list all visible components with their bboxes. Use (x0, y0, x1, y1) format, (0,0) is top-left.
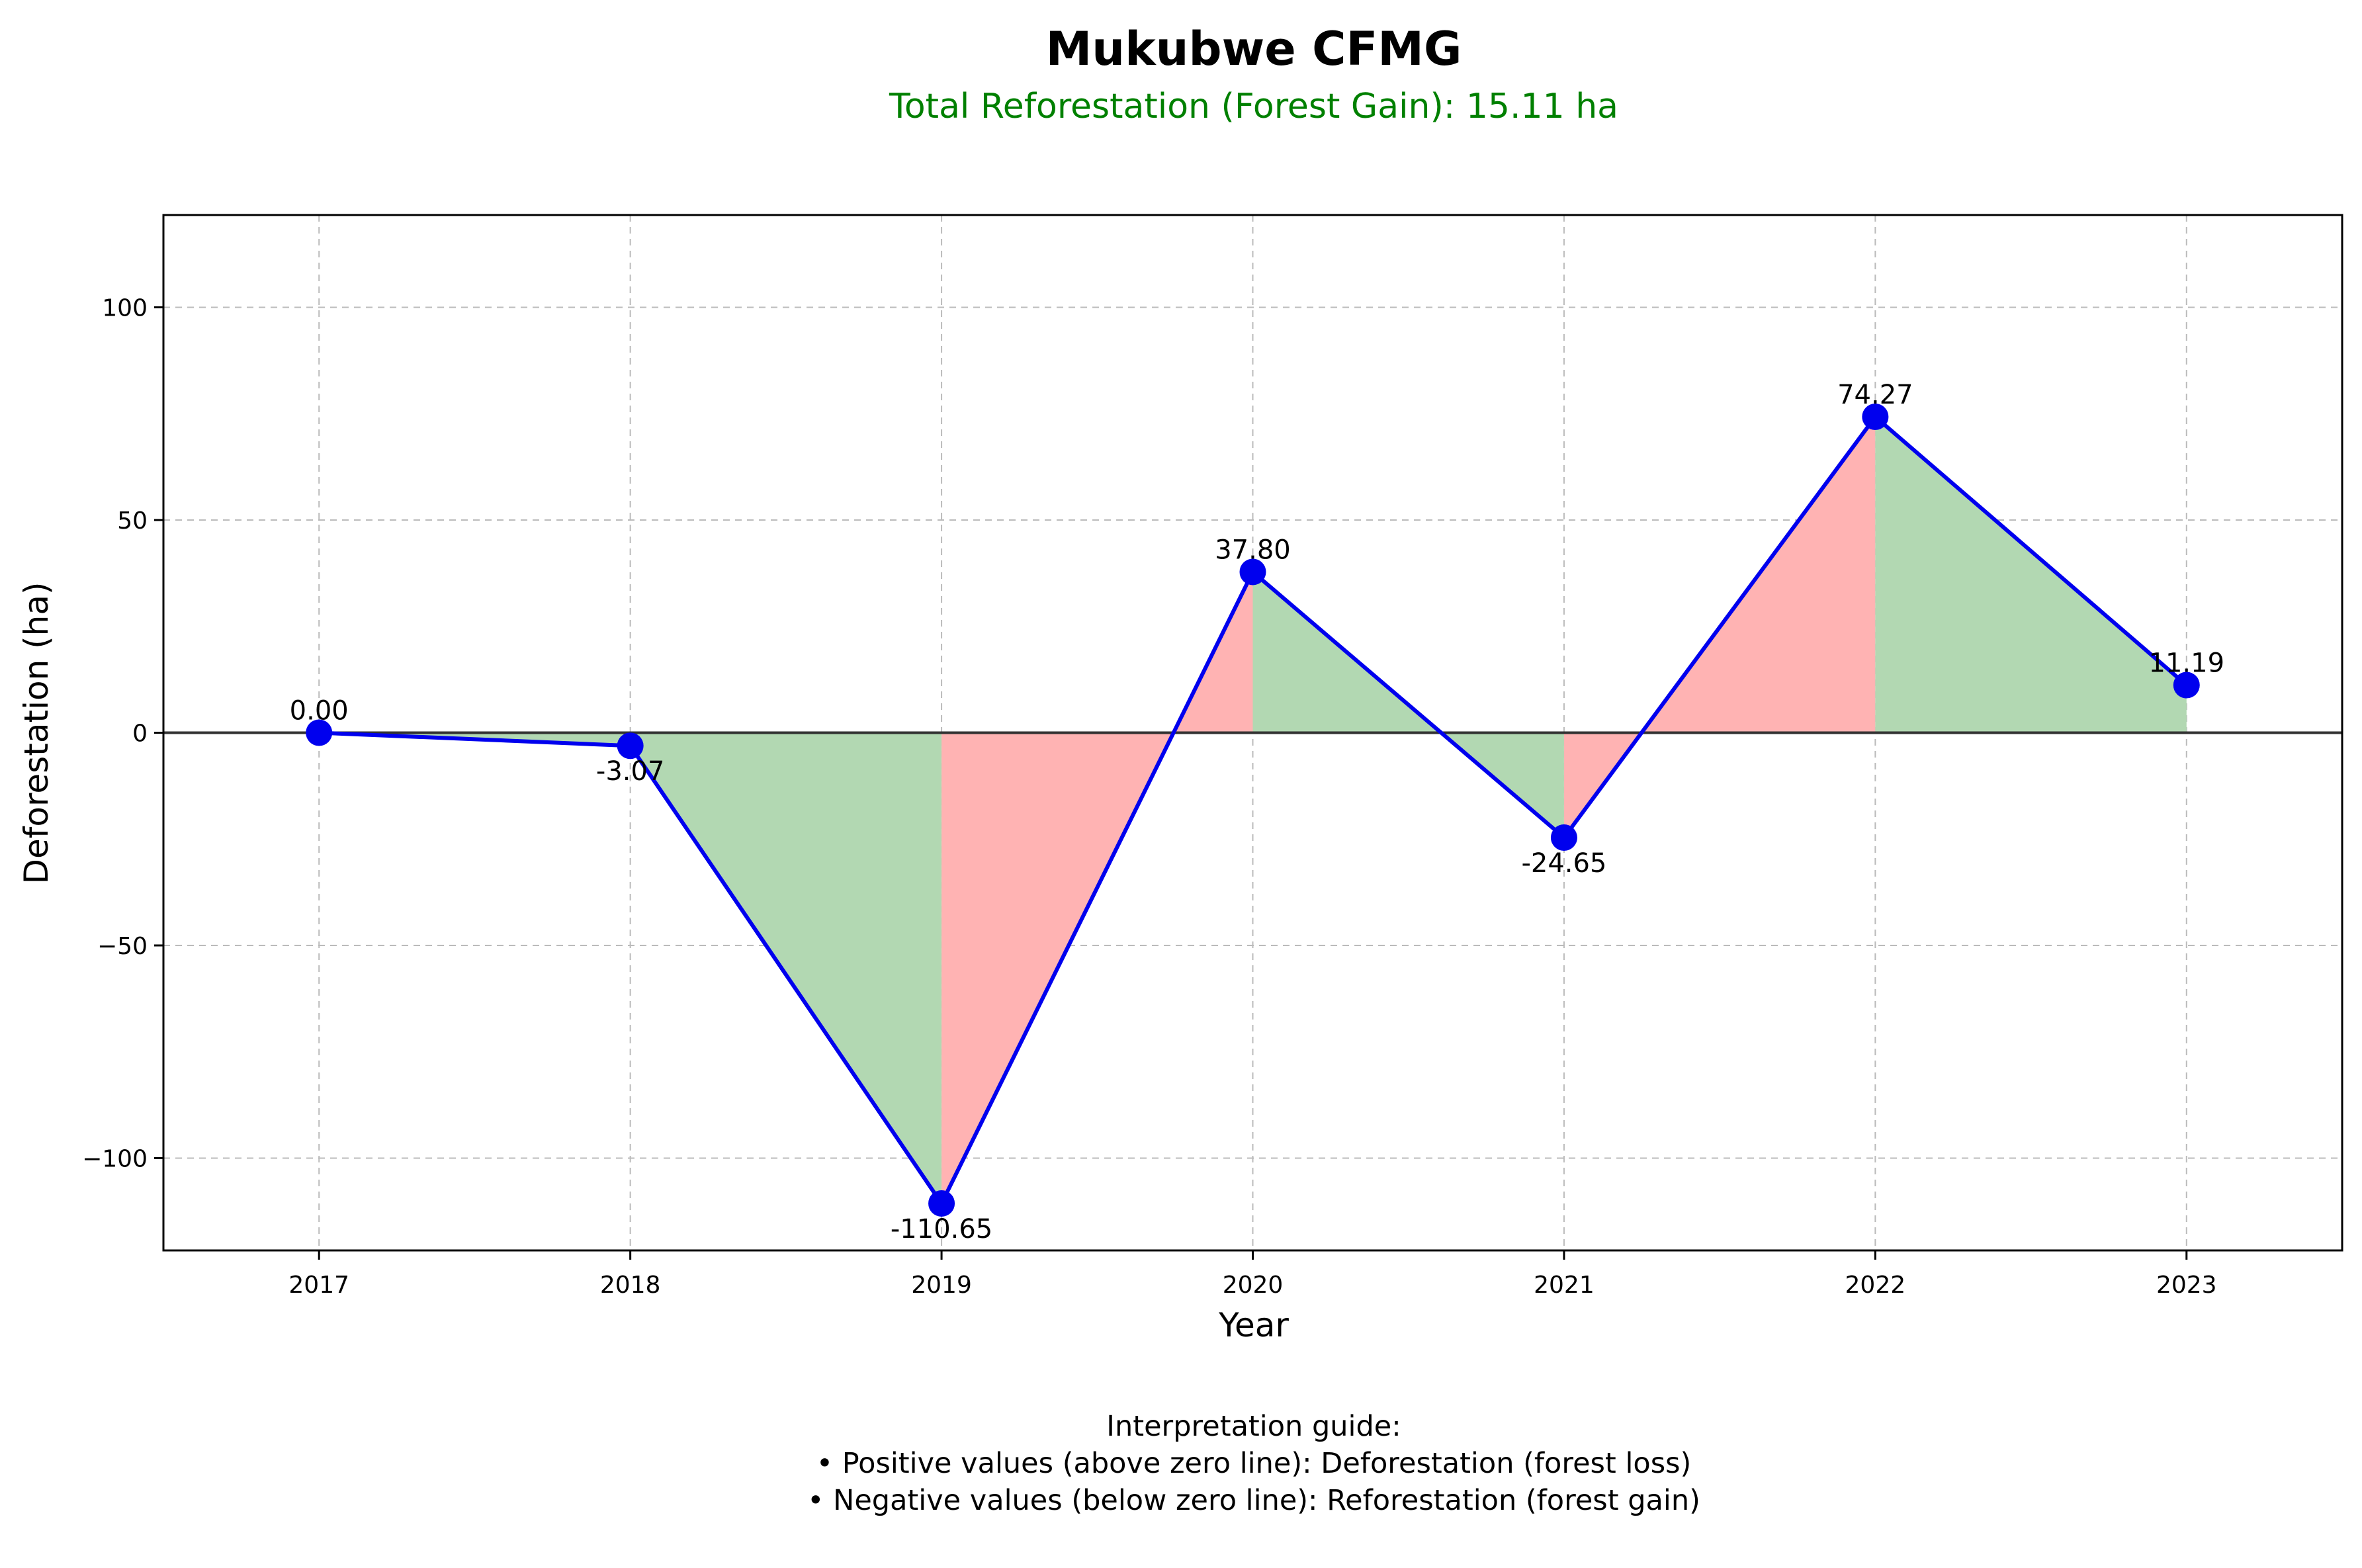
y-axis-ticks: −100 −50 0 50 100 (82, 295, 163, 1172)
chart-subtitle: Total Reforestation (Forest Gain): 15.11… (889, 87, 1618, 126)
fill-segment (1875, 416, 2187, 733)
y-axis-label: Deforestation (ha) (17, 582, 56, 885)
y-tick-label: 50 (117, 507, 148, 535)
data-point (1239, 558, 1266, 586)
x-axis-label: Year (1218, 1306, 1289, 1344)
data-labels: 0.00 -3.07 -110.65 37.80 -24.65 74.27 11.19 (290, 380, 2224, 1244)
y-tick-label: −100 (82, 1145, 148, 1172)
x-tick-label: 2023 (2156, 1272, 2217, 1299)
data-point (306, 719, 333, 746)
data-point (2173, 672, 2200, 699)
x-axis-ticks: 2017 2018 2019 2020 2021 2022 2023 (288, 1250, 2217, 1299)
x-tick-label: 2022 (1845, 1272, 1906, 1299)
chart-title: Mukubwe CFMG (1046, 22, 1462, 76)
data-label: 11.19 (2149, 648, 2225, 679)
x-tick-label: 2019 (911, 1272, 972, 1299)
x-tick-label: 2021 (1534, 1272, 1595, 1299)
data-label: -110.65 (891, 1214, 992, 1244)
x-tick-label: 2017 (288, 1272, 349, 1299)
markers (306, 403, 2200, 1217)
y-tick-label: −50 (97, 933, 148, 960)
x-tick-label: 2018 (600, 1272, 661, 1299)
y-tick-label: 0 (132, 720, 148, 748)
data-label: -24.65 (1521, 848, 1606, 879)
data-label: 0.00 (290, 696, 349, 726)
guide-line-positive: • Positive values (above zero line): Def… (816, 1447, 1692, 1480)
data-point (1550, 824, 1577, 851)
data-point (617, 732, 644, 760)
data-label: -3.07 (596, 756, 665, 787)
data-label: 37.80 (1215, 535, 1291, 565)
x-tick-label: 2020 (1223, 1272, 1284, 1299)
guide-heading: Interpretation guide: (1106, 1410, 1401, 1443)
y-tick-label: 100 (102, 295, 148, 322)
data-point (1862, 403, 1889, 430)
data-point (928, 1190, 955, 1217)
data-label: 74.27 (1837, 380, 1913, 410)
guide-line-negative: • Negative values (below zero line): Ref… (807, 1484, 1700, 1517)
